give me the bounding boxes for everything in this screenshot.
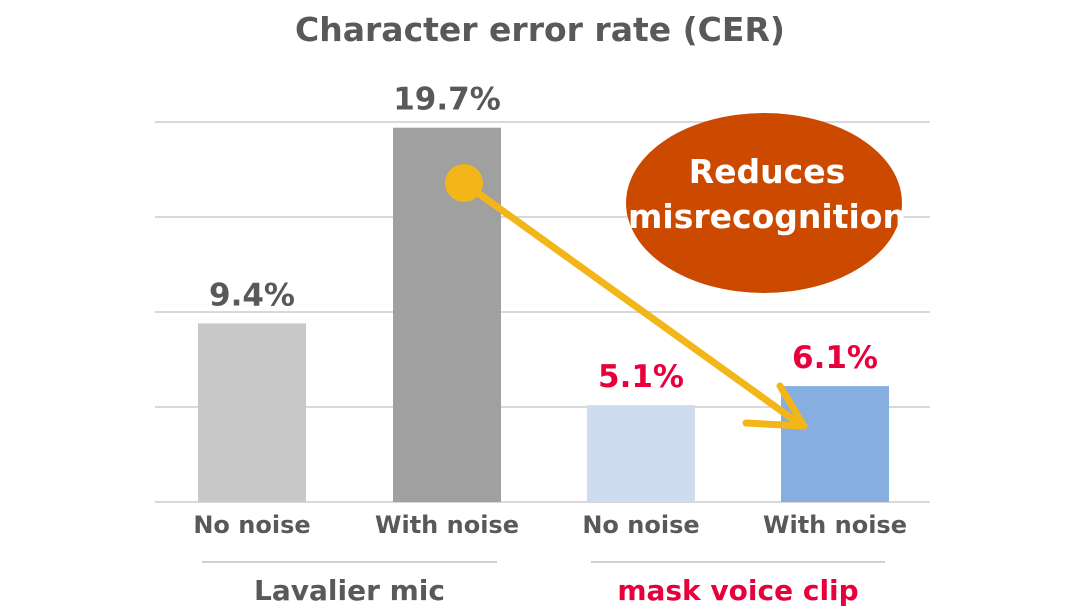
x-tick-label: No noise xyxy=(582,511,699,539)
data-label: 5.1% xyxy=(598,359,684,395)
group-label: Lavalier mic xyxy=(254,574,445,607)
x-tick-label: No noise xyxy=(193,511,310,539)
callout: Reduces misrecognition xyxy=(445,113,906,430)
x-tick-label: With noise xyxy=(763,511,907,539)
bar xyxy=(198,323,306,502)
labels: 9.4% No noise 19.7% With noise 5.1% No noise 6… xyxy=(193,82,907,607)
bar xyxy=(781,386,889,502)
arrow-line xyxy=(460,179,798,424)
callout-text: misrecognition xyxy=(628,197,906,236)
data-label: 6.1% xyxy=(792,340,878,376)
x-tick-label: With noise xyxy=(375,511,519,539)
chart-title: Character error rate (CER) xyxy=(295,10,785,49)
bar xyxy=(587,405,695,502)
callout-text: Reduces xyxy=(689,152,846,191)
group-label: mask voice clip xyxy=(617,574,858,607)
data-label: 19.7% xyxy=(393,82,501,118)
arrow-head xyxy=(742,382,808,430)
data-label: 9.4% xyxy=(209,277,295,313)
callout-bubble xyxy=(626,113,902,293)
arrow-start-dot xyxy=(445,164,483,202)
